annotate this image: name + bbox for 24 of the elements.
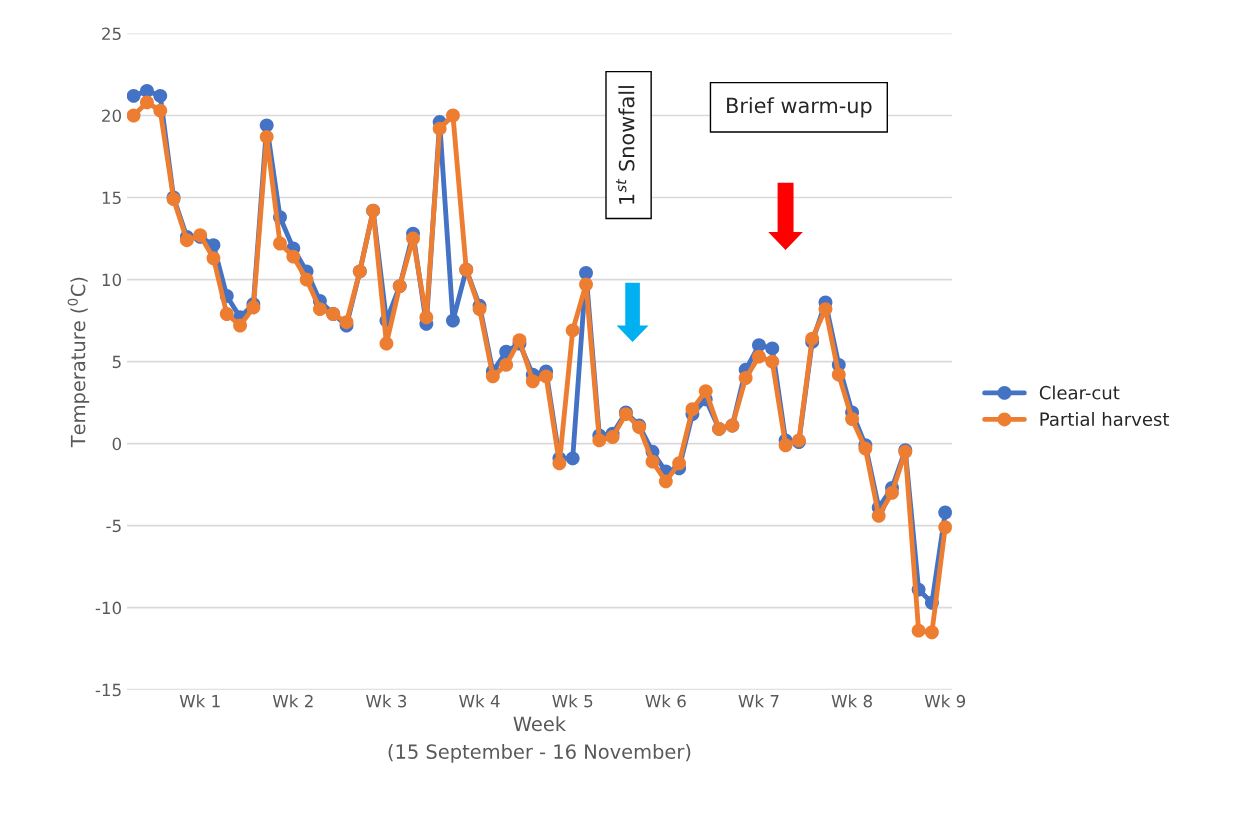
y-tick-label: -10 bbox=[95, 601, 122, 615]
x-tick-label: Wk 8 bbox=[831, 694, 872, 708]
x-tick-label: Wk 5 bbox=[552, 694, 593, 708]
x-tick-label: Wk 3 bbox=[365, 694, 407, 708]
x-axis-title: Week (15 September - 16 November) bbox=[388, 716, 691, 763]
x-tick-label: Wk 6 bbox=[645, 694, 686, 708]
y-tick-label: 20 bbox=[102, 109, 122, 123]
y-tick-label: 10 bbox=[102, 273, 122, 287]
y-tick-label: 25 bbox=[102, 27, 121, 41]
y-axis-title: Temperature ($^{0}$C) bbox=[67, 277, 90, 448]
x-tick-label: Wk 9 bbox=[924, 694, 966, 708]
x-tick-label: Wk 7 bbox=[738, 694, 779, 708]
legend-label: Clear-cut bbox=[1039, 385, 1120, 400]
x-tick-label: Wk 2 bbox=[272, 694, 313, 708]
annotation: Brief warm-up bbox=[727, 97, 872, 118]
x-tick-label: Wk 1 bbox=[179, 694, 220, 708]
legend-label: Partial harvest bbox=[1040, 412, 1170, 427]
x-tick-label: Wk 4 bbox=[459, 694, 500, 708]
y-tick-label: -5 bbox=[106, 519, 121, 533]
y-tick-label: 5 bbox=[112, 355, 121, 369]
annotation: 1$^{st}$ Snowfall bbox=[615, 86, 635, 204]
y-tick-label: 0 bbox=[112, 437, 122, 451]
y-tick-label: -15 bbox=[95, 683, 121, 697]
y-tick-label: 15 bbox=[102, 191, 121, 205]
